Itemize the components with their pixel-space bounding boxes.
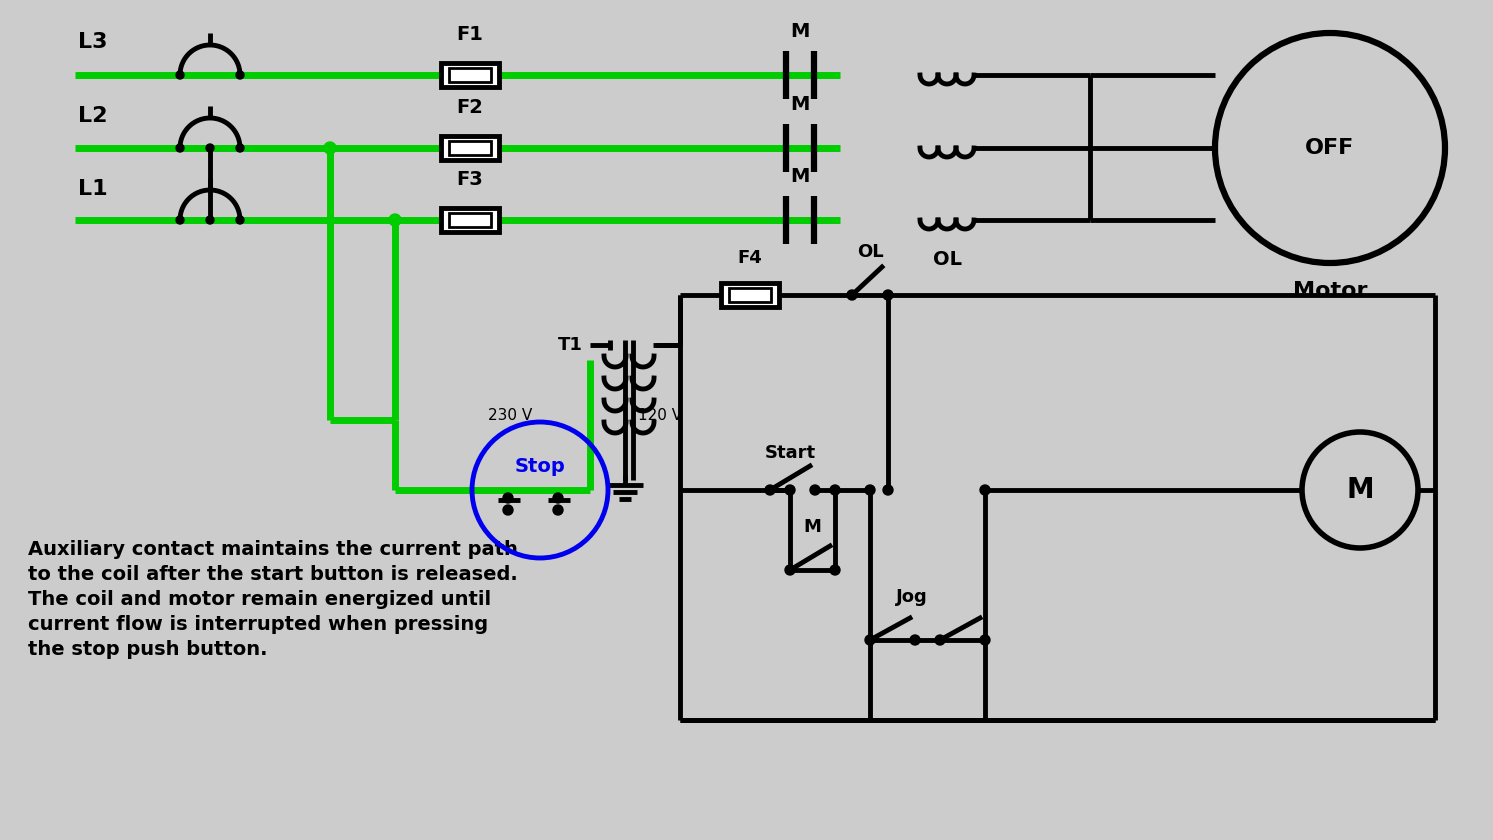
Text: 120 V: 120 V	[638, 407, 682, 423]
Text: L3: L3	[78, 32, 107, 52]
Text: OL: OL	[933, 250, 963, 269]
Text: Motor: Motor	[1293, 281, 1368, 301]
Text: Start: Start	[764, 444, 815, 462]
Circle shape	[552, 505, 563, 515]
Circle shape	[830, 565, 841, 575]
Circle shape	[324, 142, 336, 154]
Text: L2: L2	[78, 106, 107, 126]
Circle shape	[176, 144, 184, 152]
Bar	[449, 141, 491, 155]
Text: Stop: Stop	[515, 456, 566, 475]
Circle shape	[764, 485, 775, 495]
Circle shape	[830, 485, 841, 495]
Bar	[440, 63, 499, 87]
Circle shape	[811, 485, 820, 495]
Text: Jog: Jog	[896, 588, 927, 606]
Bar	[440, 208, 499, 232]
Circle shape	[785, 485, 794, 495]
Circle shape	[864, 485, 875, 495]
Circle shape	[882, 485, 893, 495]
Bar	[729, 288, 770, 302]
Circle shape	[979, 485, 990, 495]
Text: F4: F4	[738, 249, 763, 267]
Circle shape	[785, 565, 794, 575]
Circle shape	[236, 216, 243, 224]
Bar	[440, 136, 499, 160]
Circle shape	[206, 144, 213, 152]
Bar	[721, 283, 779, 307]
Text: L1: L1	[78, 179, 107, 199]
Circle shape	[390, 214, 402, 226]
Bar	[449, 213, 491, 227]
Text: M: M	[803, 518, 821, 536]
Circle shape	[864, 635, 875, 645]
Circle shape	[503, 505, 514, 515]
Circle shape	[979, 635, 990, 645]
Circle shape	[236, 144, 243, 152]
Circle shape	[1215, 33, 1445, 263]
Circle shape	[206, 216, 213, 224]
Text: T1: T1	[557, 336, 582, 354]
Text: M: M	[1347, 476, 1374, 504]
Text: F2: F2	[457, 98, 484, 117]
Text: 230 V: 230 V	[488, 407, 532, 423]
Text: F1: F1	[457, 25, 484, 44]
Circle shape	[176, 216, 184, 224]
Circle shape	[1302, 432, 1418, 548]
Circle shape	[935, 635, 945, 645]
Text: M: M	[790, 22, 809, 41]
Text: M: M	[790, 167, 809, 186]
Circle shape	[503, 493, 514, 503]
Circle shape	[236, 71, 243, 79]
Text: Auxiliary contact maintains the current path
to the coil after the start button : Auxiliary contact maintains the current …	[28, 540, 518, 659]
Circle shape	[882, 290, 893, 300]
Text: F3: F3	[457, 170, 484, 189]
Text: OL: OL	[857, 243, 884, 261]
Circle shape	[847, 290, 857, 300]
Text: M: M	[790, 95, 809, 114]
Circle shape	[176, 71, 184, 79]
Circle shape	[552, 493, 563, 503]
Circle shape	[911, 635, 920, 645]
Bar	[449, 68, 491, 82]
Text: OFF: OFF	[1305, 138, 1354, 158]
